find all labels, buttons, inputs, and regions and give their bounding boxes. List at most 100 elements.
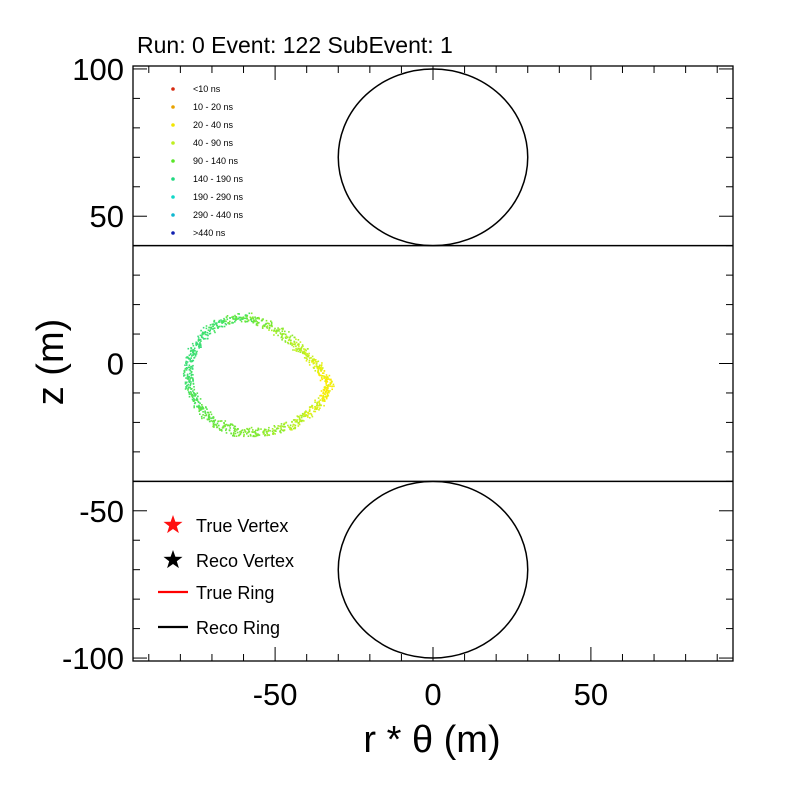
x-tick-label: 50 <box>574 677 608 712</box>
hit-point <box>208 420 211 423</box>
hit-point <box>281 429 284 432</box>
hit-point <box>184 383 187 385</box>
time-legend-label: 190 - 290 ns <box>193 192 244 202</box>
hit-point <box>322 372 325 374</box>
hit-point <box>219 420 222 422</box>
hit-point <box>234 425 237 428</box>
hit-point <box>294 421 297 423</box>
hit-point <box>258 318 260 320</box>
hit-point <box>306 358 308 360</box>
hit-point <box>261 326 264 328</box>
hit-point <box>220 429 223 431</box>
hit-point <box>257 427 259 430</box>
hit-point <box>281 333 284 336</box>
hit-point <box>195 344 198 347</box>
hit-point <box>189 384 192 386</box>
hit-point <box>224 424 227 426</box>
hit-point <box>319 374 322 377</box>
hit-point <box>192 390 194 392</box>
hit-point <box>216 426 218 429</box>
hit-point <box>326 392 329 394</box>
hit-point <box>300 349 303 352</box>
hit-point <box>192 395 194 397</box>
hit-point <box>202 411 204 413</box>
hit-point <box>233 427 235 429</box>
hit-point <box>194 353 196 355</box>
hit-point <box>246 318 248 320</box>
hit-point <box>326 378 329 380</box>
hit-point <box>303 350 306 352</box>
hit-point <box>326 393 329 396</box>
hit-point <box>260 319 263 322</box>
hit-point <box>333 385 335 388</box>
hit-point <box>213 426 215 428</box>
hit-point <box>223 320 226 323</box>
hit-point <box>188 354 191 357</box>
hit-point <box>196 392 199 394</box>
hit-point <box>299 351 302 353</box>
hit-point <box>289 426 291 429</box>
hit-point <box>254 431 256 433</box>
hit-point <box>197 400 199 403</box>
hit-point <box>202 326 205 329</box>
time-legend-label: 290 - 440 ns <box>193 210 244 220</box>
hit-point <box>183 369 186 372</box>
marker-legend: True Vertex Reco Vertex True Ring Reco Ring <box>158 515 294 638</box>
hit-point <box>205 406 207 409</box>
hit-point <box>185 387 188 389</box>
hit-point <box>329 382 332 384</box>
hit-point <box>329 378 332 381</box>
hit-point <box>208 415 210 417</box>
hit-point <box>282 430 285 432</box>
hit-point <box>314 370 317 372</box>
hit-point <box>193 392 195 394</box>
hit-point <box>318 366 320 368</box>
hit-point <box>203 332 205 334</box>
hit-point <box>192 349 195 351</box>
time-legend-label: 10 - 20 ns <box>193 102 234 112</box>
hit-point <box>254 316 256 318</box>
hit-point <box>308 352 310 355</box>
hit-point <box>253 431 255 433</box>
hit-point <box>298 417 301 420</box>
hit-point <box>248 427 251 430</box>
hit-point <box>268 329 270 331</box>
y-tick-label: -50 <box>79 494 124 529</box>
hit-point <box>320 394 322 397</box>
time-legend-label: 40 - 90 ns <box>193 138 234 148</box>
hit-point <box>194 350 196 352</box>
hit-point <box>223 425 225 427</box>
hit-point <box>185 377 187 379</box>
hit-point <box>199 343 201 346</box>
hit-point <box>256 429 259 432</box>
time-legend-marker <box>171 141 175 145</box>
hit-point <box>273 429 275 432</box>
hit-point <box>199 334 202 337</box>
hit-point <box>255 324 258 326</box>
hit-point <box>209 329 211 331</box>
hit-point <box>265 319 268 322</box>
hit-point <box>204 333 207 336</box>
hit-point <box>184 364 186 366</box>
hit-point <box>212 419 215 422</box>
hit-point <box>252 431 254 433</box>
hit-point <box>280 431 282 434</box>
hit-point <box>183 371 186 373</box>
hit-point <box>233 430 236 432</box>
hit-point <box>307 416 309 418</box>
hit-point <box>195 353 198 355</box>
hit-point <box>217 420 220 422</box>
hit-point <box>303 415 305 418</box>
hit-point <box>225 432 228 434</box>
hit-point <box>225 323 228 326</box>
hit-points <box>182 312 335 438</box>
hit-point <box>298 421 300 424</box>
hit-point <box>237 318 240 320</box>
hit-point <box>204 337 206 340</box>
hit-point <box>303 357 306 359</box>
hit-point <box>315 363 318 365</box>
hit-point <box>225 316 228 319</box>
hit-point <box>291 421 293 423</box>
hit-point <box>246 320 248 323</box>
hit-point <box>323 399 326 402</box>
